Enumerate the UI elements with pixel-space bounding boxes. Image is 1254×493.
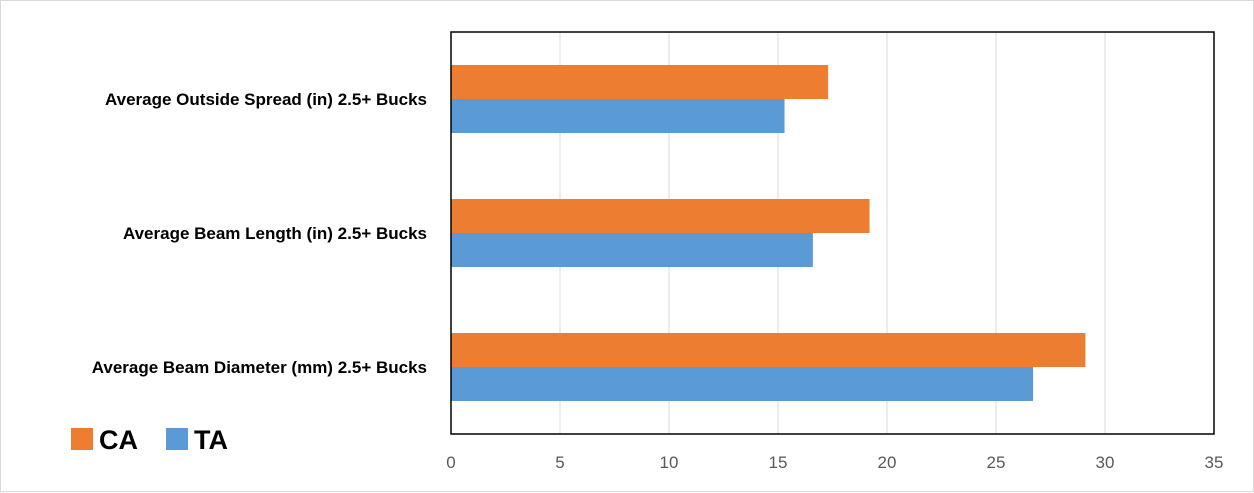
bar-ta bbox=[451, 99, 785, 133]
bars bbox=[451, 65, 1086, 401]
bar-ca bbox=[451, 65, 829, 99]
category-label: Average Beam Diameter (mm) 2.5+ Bucks bbox=[92, 358, 427, 377]
bar-ta bbox=[451, 367, 1034, 401]
legend-swatch-ca bbox=[71, 428, 93, 450]
x-tick-label: 0 bbox=[446, 453, 455, 472]
category-labels: Average Outside Spread (in) 2.5+ Bucks Av… bbox=[92, 90, 427, 377]
plot-area-border bbox=[450, 31, 1215, 435]
bar-ca bbox=[451, 333, 1086, 367]
x-tick-label: 25 bbox=[987, 453, 1006, 472]
category-label: Average Outside Spread (in) 2.5+ Bucks bbox=[105, 90, 427, 109]
x-tick-label: 30 bbox=[1096, 453, 1115, 472]
legend: CA TA bbox=[71, 425, 228, 455]
x-tick-label: 5 bbox=[555, 453, 564, 472]
legend-swatch-ta bbox=[166, 428, 188, 450]
bar-ta bbox=[451, 233, 813, 267]
x-tick-label: 15 bbox=[769, 453, 788, 472]
x-tick-label: 20 bbox=[878, 453, 897, 472]
x-axis-tick-labels: 0 5 10 15 20 25 30 35 bbox=[446, 453, 1223, 472]
category-label: Average Beam Length (in) 2.5+ Bucks bbox=[123, 224, 427, 243]
x-tick-label: 35 bbox=[1205, 453, 1224, 472]
legend-label-ca: CA bbox=[99, 425, 138, 455]
legend-label-ta: TA bbox=[194, 425, 228, 455]
x-tick-label: 10 bbox=[660, 453, 679, 472]
bar-ca bbox=[451, 199, 870, 233]
